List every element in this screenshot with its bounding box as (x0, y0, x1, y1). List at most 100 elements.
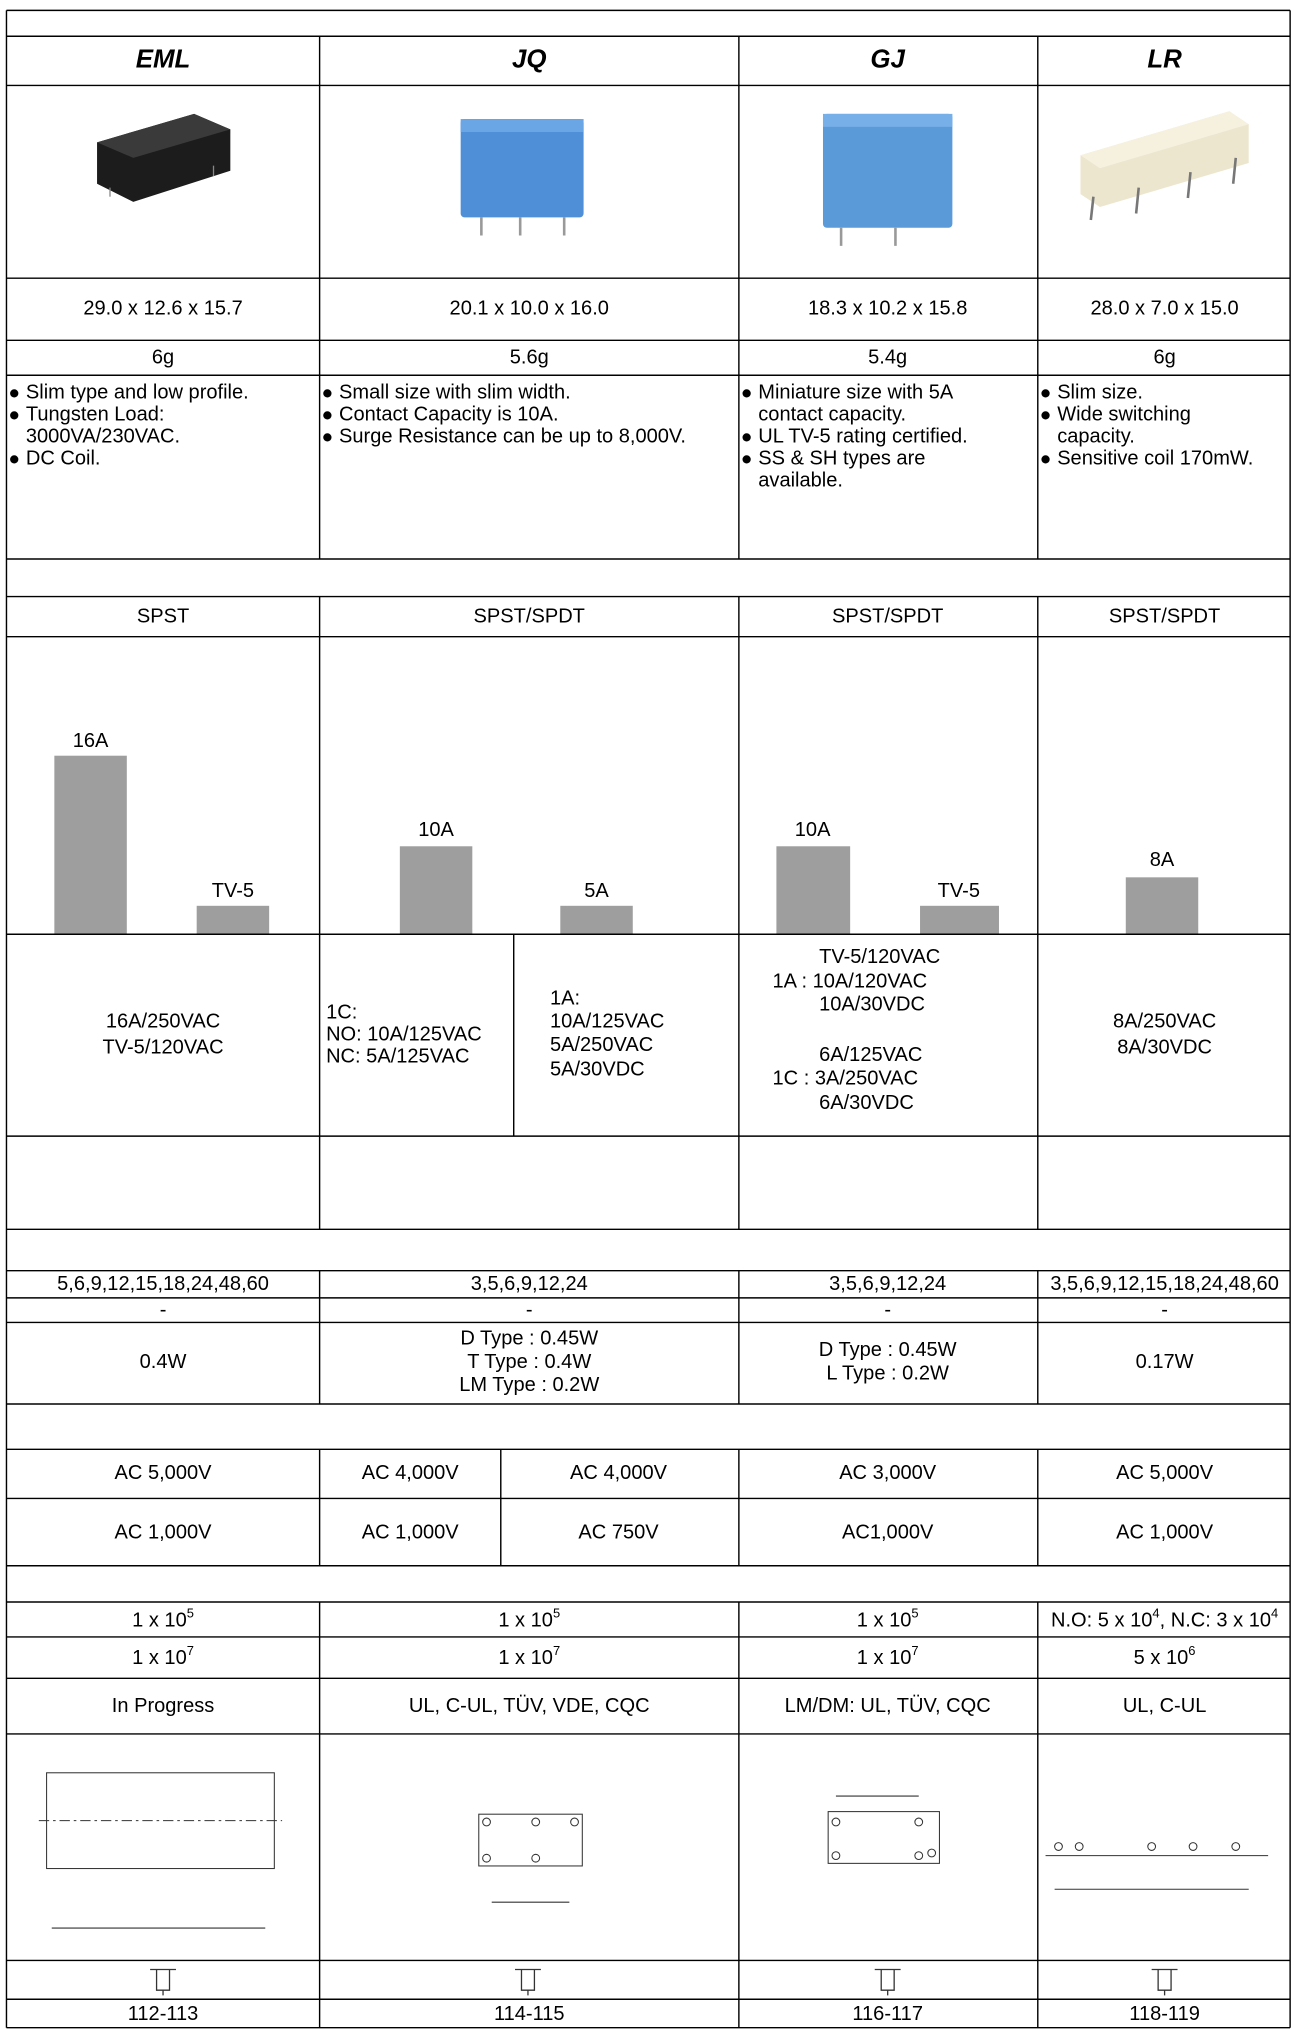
approvals: UL, C-UL, TÜV, VDE, CQC (409, 1695, 650, 1717)
exponent: 7 (187, 1643, 194, 1658)
electrical-life: 1 x 107 (132, 1643, 194, 1669)
page-ref: 112-113 (128, 2003, 199, 2025)
bullet (10, 389, 19, 398)
coil-voltage: 3,5,6,9,12,24 (829, 1273, 946, 1295)
contact-rating: 1C: (326, 1002, 357, 1024)
feature: Slim type and low profile. (26, 382, 249, 404)
coil-voltage: 5,6,9,12,15,18,24,48,60 (57, 1273, 269, 1295)
dimensions: 20.1 x 10.0 x 16.0 (450, 298, 609, 320)
feature: available. (758, 470, 843, 492)
feature: capacity. (1057, 426, 1135, 448)
dielectric: AC 4,000V (362, 1462, 460, 1484)
exponent: 4 (1271, 1605, 1278, 1620)
contact-rating: 5A/250VAC (550, 1034, 653, 1056)
contact-rating: 1A: (550, 987, 580, 1009)
page-ref: 118-119 (1129, 2003, 1200, 2025)
bar-label: TV-5 (212, 880, 254, 902)
bar-label: 8A (1150, 849, 1175, 871)
approvals: LM/DM: UL, TÜV, CQC (785, 1695, 991, 1717)
contact-rating: 8A/30VDC (1117, 1036, 1212, 1058)
contact-rating: 6A/125VAC (819, 1044, 922, 1066)
exponent: 5 (911, 1605, 918, 1620)
contact-form: SPST/SPDT (1109, 606, 1220, 628)
pin-icon (150, 1968, 1178, 1996)
feature: Surge Resistance can be up to 8,000V. (339, 426, 686, 448)
bullet (1041, 389, 1050, 398)
text: 1 x 10 (498, 1610, 553, 1632)
mechanical-life: N.O: 5 x 104, N.C: 3 x 104 (1051, 1605, 1278, 1631)
contact-form: SPST/SPDT (474, 606, 585, 628)
contact-rating: 6A/30VDC (819, 1092, 914, 1114)
exponent: 5 (553, 1605, 560, 1620)
feature: Slim size. (1057, 382, 1143, 404)
dielectric: AC1,000V (842, 1522, 934, 1544)
dielectric: AC 4,000V (570, 1462, 668, 1484)
coil-dash: - (526, 1299, 533, 1321)
exponent: 4 (1152, 1605, 1159, 1620)
feature: Small size with slim width. (339, 382, 571, 404)
electrical-life: 5 x 106 (1134, 1643, 1196, 1669)
coil-power: D Type : 0.45W (460, 1328, 598, 1350)
bar-label: 16A (73, 730, 109, 752)
bullet (323, 389, 332, 398)
text: , N.C: 3 x 10 (1160, 1610, 1271, 1632)
weight: 6g (1153, 347, 1175, 369)
page-ref: 114-115 (494, 2003, 565, 2025)
exponent: 7 (553, 1643, 560, 1658)
text: 1 x 10 (857, 1610, 912, 1632)
product-photo (1080, 111, 1249, 221)
coil-power: D Type : 0.45W (819, 1339, 957, 1361)
dielectric: AC 5,000V (1116, 1462, 1214, 1484)
text: 1 x 10 (132, 1647, 187, 1669)
feature: 3000VA/230VAC. (26, 426, 180, 448)
electrical-life: 1 x 107 (857, 1643, 919, 1669)
approvals: In Progress (112, 1695, 215, 1717)
contact-rating: TV-5/120VAC (102, 1036, 223, 1058)
contact-rating: NO: 10A/125VAC (326, 1024, 482, 1046)
bullet (742, 433, 751, 442)
dielectric: AC 750V (578, 1522, 659, 1544)
coil-power: 0.4W (140, 1351, 187, 1373)
bullet (323, 411, 332, 420)
feature: Contact Capacity is 10A. (339, 404, 559, 426)
coil-dash: - (1161, 1299, 1168, 1321)
outline-drawing (38, 1772, 1269, 1929)
feature: Sensitive coil 170mW. (1057, 448, 1253, 470)
text: 1 x 10 (132, 1610, 187, 1632)
dielectric: AC 1,000V (115, 1522, 213, 1544)
bar-label: 10A (418, 819, 454, 841)
feature: Tungsten Load: (26, 404, 165, 426)
bullet (10, 455, 19, 464)
mechanical-life: 1 x 105 (132, 1605, 194, 1631)
dimensions: 29.0 x 12.6 x 15.7 (83, 298, 242, 320)
electrical-life: 1 x 107 (498, 1643, 560, 1669)
coil-dash: - (160, 1299, 167, 1321)
contact-rating: 10A/125VAC (550, 1011, 664, 1033)
text: 1 x 10 (498, 1647, 553, 1669)
coil-power: LM Type : 0.2W (459, 1374, 599, 1396)
text: 5 x 10 (1134, 1647, 1189, 1669)
text: 1 x 10 (857, 1647, 912, 1669)
feature: DC Coil. (26, 448, 101, 470)
feature: contact capacity. (758, 404, 906, 426)
mechanical-life: 1 x 105 (498, 1605, 560, 1631)
coil-power: T Type : 0.4W (467, 1351, 591, 1373)
bullet (1041, 411, 1050, 420)
coil-voltage: 3,5,6,9,12,24 (471, 1273, 588, 1295)
contact-rating: 1A : 10A/120VAC (773, 970, 928, 992)
contact-rating: 5A/30VDC (550, 1058, 645, 1080)
bullet (742, 455, 751, 464)
bar-label: 5A (584, 880, 609, 902)
coil-power: 0.17W (1136, 1351, 1194, 1373)
contact-rating: 1C : 3A/250VAC (773, 1067, 919, 1089)
bullet (323, 433, 332, 442)
feature: Wide switching (1057, 404, 1191, 426)
contact-form: SPST (137, 606, 189, 628)
contact-form: SPST/SPDT (832, 606, 943, 628)
exponent: 6 (1188, 1643, 1195, 1658)
coil-dash: - (884, 1299, 891, 1321)
mechanical-life: 1 x 105 (857, 1605, 919, 1631)
